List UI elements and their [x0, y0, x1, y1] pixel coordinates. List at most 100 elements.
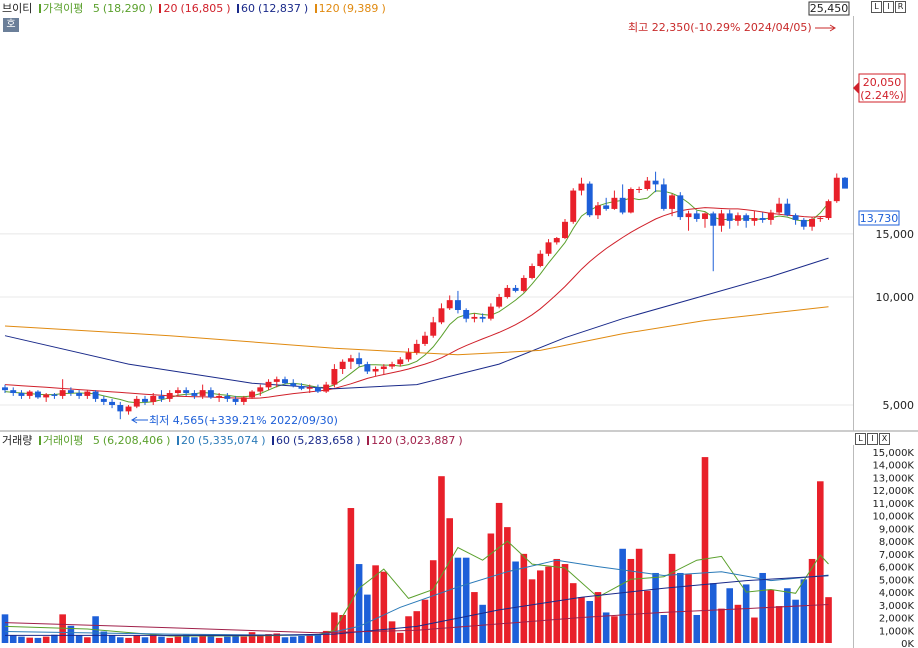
candle-body — [842, 177, 848, 189]
volume-bar — [644, 590, 651, 643]
volume-tick-label: 10,000K — [872, 512, 914, 523]
candle-body — [562, 221, 568, 239]
volume-bar — [67, 625, 75, 643]
control-l-button[interactable]: L — [871, 1, 882, 13]
candle-body — [142, 398, 148, 402]
control-r-button[interactable]: R — [895, 1, 906, 13]
volume-bar — [693, 614, 701, 643]
candle-body — [10, 390, 17, 394]
vol-control-x-button[interactable]: X — [879, 433, 890, 445]
volume-tick-label: 5,000K — [879, 575, 915, 586]
volume-bar — [586, 600, 593, 643]
price-ma-60-line — [4, 257, 829, 390]
price-ma-60: 60 (12,837) — [237, 2, 308, 15]
volume-bar — [331, 612, 338, 643]
volume-bar — [199, 634, 206, 643]
volume-bar — [594, 592, 602, 643]
price-tick-label: 10,000 — [876, 291, 915, 304]
candle-body — [422, 335, 428, 344]
volume-bar — [298, 635, 305, 643]
candle-body — [347, 358, 354, 362]
candle-body — [372, 368, 379, 372]
volume-bar — [347, 508, 355, 643]
candle-body — [207, 390, 214, 398]
candle-body — [767, 212, 774, 220]
volume-bar — [9, 635, 17, 643]
candle-body — [570, 190, 577, 222]
volume-tick-label: 15,000K — [872, 448, 914, 459]
candle-body — [833, 177, 840, 202]
candle-body — [586, 183, 593, 216]
volume-bar — [512, 561, 519, 643]
volume-bar — [742, 584, 750, 643]
price-tick-label: 15,000 — [876, 228, 915, 241]
volume-bar — [240, 636, 248, 643]
candle-body — [520, 277, 527, 291]
volume-bar — [775, 606, 783, 643]
volume-bar — [257, 635, 264, 643]
candle-body — [669, 195, 676, 209]
candle-body — [380, 366, 387, 369]
volume-bar — [685, 574, 692, 643]
price-ma-20-line — [4, 207, 829, 399]
volume-bar — [677, 572, 684, 643]
volume-bar — [421, 599, 429, 643]
volume-bar — [149, 634, 157, 643]
candle-body — [216, 395, 223, 398]
volume-bar — [273, 633, 281, 643]
candle-body — [43, 394, 50, 398]
volume-tick-label: 9,000K — [879, 524, 915, 535]
volume-bar — [545, 566, 552, 643]
volume-bar — [108, 635, 116, 643]
stock-name: 브이티 — [2, 2, 33, 15]
volume-bar — [611, 616, 618, 643]
candle-body — [125, 406, 132, 412]
candle-body — [265, 381, 272, 388]
volume-bar — [800, 579, 808, 643]
volume-bar — [487, 533, 495, 643]
vol-control-l-button[interactable]: L — [855, 433, 866, 445]
candle-body — [84, 391, 91, 396]
candle-body — [109, 401, 116, 405]
price-ma-5-line — [4, 190, 829, 404]
candle-body — [702, 213, 708, 219]
volume-bar — [495, 502, 503, 643]
top-price-box — [808, 1, 850, 16]
low-annotation-arrowhead — [131, 416, 138, 424]
candle-body — [504, 287, 511, 297]
volume-ma-120-line — [4, 604, 829, 634]
candle-body — [323, 384, 330, 392]
candle-body — [59, 390, 66, 396]
high-annotation-arrowhead — [829, 24, 836, 32]
candle-body — [784, 203, 791, 216]
volume-bar — [808, 558, 816, 643]
volume-bar — [26, 637, 33, 643]
candle-body — [364, 364, 371, 372]
candle-body — [282, 379, 288, 384]
candle-body — [240, 397, 247, 402]
candle-body — [356, 358, 363, 365]
hoga-button[interactable]: 호 — [3, 18, 19, 32]
candle-body — [133, 398, 140, 407]
volume-bar — [388, 621, 396, 643]
volume-bar — [454, 557, 462, 643]
volume-bar — [355, 564, 363, 643]
candle-body — [430, 322, 437, 336]
low-annotation: 최저 4,565(+339.21% 2022/09/30) — [149, 414, 338, 427]
volume-bar — [627, 558, 635, 643]
candle-body — [306, 387, 313, 389]
vol-control-i-button[interactable]: I — [867, 433, 878, 445]
control-i-button[interactable]: I — [883, 1, 894, 13]
candle-body — [298, 385, 305, 389]
candle-body — [710, 213, 717, 226]
candle-body — [611, 197, 618, 209]
volume-bar — [265, 634, 272, 643]
volume-bar — [34, 637, 42, 643]
candle-body — [463, 309, 470, 319]
candle-body — [545, 242, 552, 254]
candle-body — [92, 391, 99, 399]
candle-body — [693, 213, 700, 219]
candle-body — [331, 368, 338, 385]
candle-body — [817, 218, 824, 220]
candle-body — [594, 205, 601, 216]
